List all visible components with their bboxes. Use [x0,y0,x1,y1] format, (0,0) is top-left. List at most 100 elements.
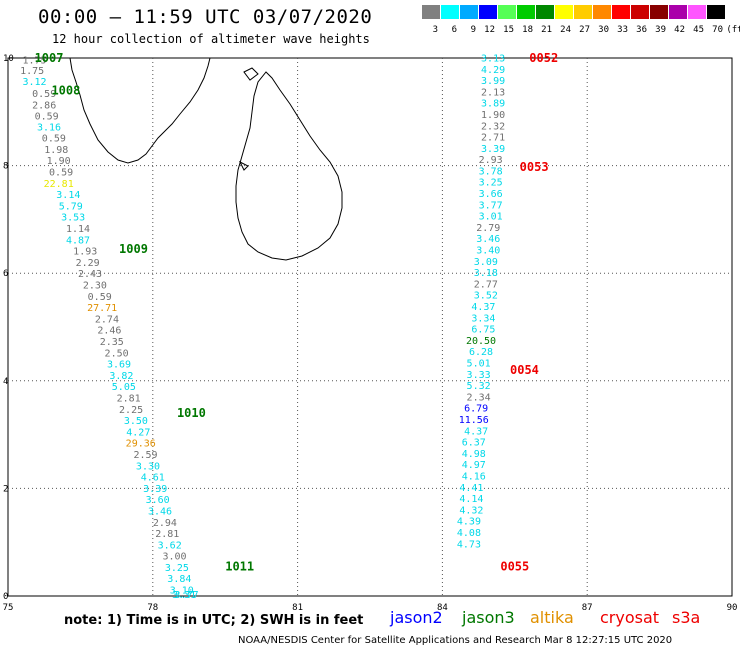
wave-height-values: 1.751.753.120.592.860.593.160.591.981.90… [20,53,505,601]
wave-height-value: 2.32 [481,121,505,132]
scale-swatch [517,5,536,19]
wave-height-value: 3.46 [148,506,172,517]
scale-swatch [555,5,574,19]
wave-height-value: 2.94 [153,518,177,529]
wave-height-value: 5.32 [467,381,491,392]
wave-height-value: 2.77 [474,279,498,290]
pass-time-label: 1011 [225,559,254,573]
scale-label: 9 [470,25,476,35]
scale-label: 21 [541,25,552,35]
wave-height-value: 1.98 [44,145,68,156]
wave-height-value: 5.05 [112,382,136,393]
wave-height-value: 3.00 [162,552,186,563]
wave-height-value: 3.09 [474,257,498,268]
wave-height-value: 3.77 [479,200,503,211]
lon-tick-label: 84 [437,603,448,613]
wave-height-value: 6.37 [462,438,486,449]
scale-label: 33 [617,25,628,35]
wave-height-value: 0.59 [35,112,59,123]
wave-height-value: 3.34 [471,313,495,324]
wave-height-value: 2.50 [105,348,129,359]
wave-height-value: 2.34 [467,392,491,403]
pass-time-label: 0053 [520,160,549,174]
wave-height-value: 3.84 [167,574,191,585]
scale-swatch [498,5,517,19]
wave-height-value: 1.93 [73,247,97,258]
wave-height-value: 2.71 [481,133,505,144]
wave-height-value: 2.35 [100,337,124,348]
wave-height-value: 3.78 [479,166,503,177]
scale-swatch [422,5,441,19]
wave-height-value: 1.75 [22,56,46,67]
lat-lon-grid: 75 78 81 84 87 90 0 2 4 6 8 10 [3,54,738,613]
pass-time-label: 0055 [500,559,529,573]
wave-height-value: 4.29 [481,65,505,76]
wave-height-value: 3.10 [170,586,194,597]
wave-height-value: 4.39 [457,517,481,528]
scale-label: 42 [674,25,685,35]
wave-height-value: 27.71 [87,303,117,314]
wave-height-value: 3.46 [476,234,500,245]
wave-height-value: 3.18 [474,268,498,279]
lat-tick-label: 10 [3,54,14,64]
wave-height-value: 2.81 [155,529,179,540]
scale-label: 12 [484,25,495,35]
lat-tick-label: 0 [3,592,8,602]
wave-height-value: 3.39 [481,144,505,155]
map-frame [7,57,733,597]
scale-label: 39 [655,25,666,35]
wave-height-value: 3.40 [476,246,500,257]
wave-height-value: 2.79 [476,223,500,234]
sri-lanka-coastline [235,71,343,261]
wave-height-value: 22.81 [44,179,74,190]
scale-label: 45 [693,25,704,35]
scale-swatch [688,5,707,19]
lon-tick-label: 90 [727,603,738,613]
scale-swatch [460,5,479,19]
wave-height-value: 0.59 [88,292,112,303]
wave-height-value: 3.66 [479,189,503,200]
pass-time-label: 1009 [119,242,148,256]
wave-height-value: 6.79 [464,404,488,415]
wave-height-value: 0.59 [49,168,73,179]
mannar-island [238,160,249,171]
scale-label: 18 [522,25,533,35]
wave-height-value: 4.27 [126,427,150,438]
jaffna-peninsula [243,67,259,81]
scale-swatch [631,5,650,19]
wave-height-value: 4.98 [462,449,486,460]
wave-height-value: 4.41 [459,483,483,494]
scale-swatch [612,5,631,19]
wave-height-value: 3.82 [109,371,133,382]
wave-height-value: 4.37 [464,426,488,437]
scale-swatch [669,5,688,19]
wave-height-value: 4.16 [462,471,486,482]
lat-tick-label: 8 [3,162,8,172]
wave-height-value: 2.25 [119,405,143,416]
wave-height-value: 2.74 [95,314,119,325]
scale-unit: (ft) [726,25,740,35]
lon-tick-label: 81 [292,603,303,613]
time-marks: 1007 1008 1009 1010 1011 0052 0053 0054 0055 [35,51,559,573]
wave-height-value: 3.25 [165,563,189,574]
pass-time-label: 0052 [529,51,558,65]
scale-swatch [650,5,669,19]
map-subtitle: 12 hour collection of altimeter wave hei… [52,32,370,46]
wave-height-value: 0.59 [42,134,66,145]
wave-height-value: 3.60 [146,495,170,506]
scale-swatch [707,5,726,19]
wave-height-value: 4.61 [141,473,165,484]
wave-height-value: 3.33 [467,370,491,381]
wave-height-value: 3.69 [107,360,131,371]
lon-tick-label: 87 [582,603,593,613]
wave-height-value: 1.90 [481,110,505,121]
wave-height-value: 4.32 [459,505,483,516]
scale-label: 6 [451,25,457,35]
pass-time-label: 0054 [510,363,539,377]
lat-tick-label: 4 [3,377,8,387]
wave-height-value: 3.01 [479,212,503,223]
lon-tick-label: 75 [3,603,14,613]
wave-height-value: 5.79 [59,201,83,212]
scale-label: 3 [432,25,438,35]
